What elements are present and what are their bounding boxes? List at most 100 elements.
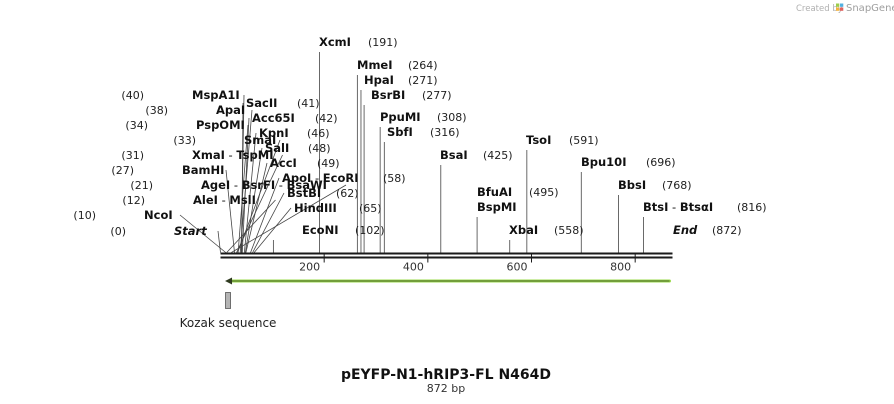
enzyme-site-xmai[interactable]: (31) XmaI - TspMI — [121, 148, 273, 162]
enzyme-label-hpai[interactable]: HpaI — [364, 73, 394, 87]
enzyme-label-xbai[interactable]: XbaI — [509, 223, 538, 237]
enzyme-label-apoi-ecori[interactable]: ApoI - EcoRI — [282, 171, 359, 185]
enzyme-label-tsoi[interactable]: TsoI — [526, 133, 551, 147]
enzyme-name[interactable]: MslI — [229, 193, 256, 207]
enzyme-label-apai[interactable]: ApaI — [216, 103, 245, 117]
enzyme-site-apai[interactable]: (38) ApaI — [145, 103, 245, 117]
enzyme-label-acc65i[interactable]: Acc65I — [252, 111, 295, 125]
enzyme-name[interactable]: BsaI — [440, 148, 468, 162]
enzyme-name[interactable]: SalI — [265, 141, 289, 155]
enzyme-site-mspa1i[interactable]: (40) MspA1I — [121, 88, 239, 102]
enzyme-label-sbfi[interactable]: SbfI — [387, 125, 413, 139]
enzyme-site-econi[interactable]: EcoNI (102) — [302, 223, 385, 237]
enzyme-name[interactable]: HpaI — [364, 73, 394, 87]
enzyme-site-bstbi[interactable]: BstBI (62) — [287, 186, 359, 200]
enzyme-name[interactable]: BsrBI — [371, 88, 405, 102]
enzyme-label-econi[interactable]: EcoNI — [302, 223, 338, 237]
enzyme-name[interactable]: Acc65I — [252, 111, 295, 125]
enzyme-name[interactable]: MspA1I — [192, 88, 240, 102]
enzyme-name[interactable]: TspMI — [236, 148, 273, 162]
enzyme-name[interactable]: EcoRI — [323, 171, 359, 185]
enzyme-name[interactable]: KpnI — [259, 126, 289, 140]
enzyme-site-bamhi[interactable]: (27) BamHI — [111, 163, 224, 177]
enzyme-name[interactable]: NcoI — [144, 208, 173, 222]
enzyme-name[interactable]: PpuMI — [380, 110, 421, 124]
enzyme-name[interactable]: BspMI — [477, 200, 517, 214]
enzyme-site-btsi[interactable]: BtsI - BtsαI (816) — [643, 200, 767, 214]
enzyme-name[interactable]: Start — [174, 224, 207, 238]
enzyme-label-bfuai[interactable]: BfuAI — [477, 185, 512, 199]
enzyme-site-smai[interactable]: (33) SmaI — [173, 133, 276, 147]
enzyme-name[interactable]: AccI — [270, 156, 297, 170]
enzyme-site-start[interactable]: (0) Start — [110, 224, 207, 238]
enzyme-label-pspomi[interactable]: PspOMI — [196, 118, 245, 132]
enzyme-name[interactable]: BtsαI — [680, 200, 713, 214]
enzyme-site-xcmi[interactable]: XcmI (191) — [319, 35, 398, 49]
enzyme-name[interactable]: Bpu10I — [581, 155, 626, 169]
enzyme-labels[interactable]: (0) Start (10) NcoI(12) AleI - MslI (21) AgeI … — [73, 35, 766, 238]
enzyme-site-mmei[interactable]: MmeI (264) — [357, 58, 438, 72]
enzyme-name[interactable]: SmaI — [244, 133, 276, 147]
enzyme-name[interactable]: BstBI — [287, 186, 321, 200]
enzyme-label-bbsi[interactable]: BbsI — [618, 178, 646, 192]
enzyme-name[interactable]: AleI — [193, 193, 218, 207]
enzyme-name[interactable]: HindIII — [294, 201, 337, 215]
enzyme-label-smai[interactable]: SmaI — [244, 133, 276, 147]
enzyme-label-mmei[interactable]: MmeI — [357, 58, 393, 72]
enzyme-name[interactable]: SacII — [246, 96, 277, 110]
enzyme-site-pspomi[interactable]: (34) PspOMI — [125, 118, 244, 132]
enzyme-site-bbsi[interactable]: BbsI (768) — [618, 178, 692, 192]
enzyme-label-agei-bsrfi-bsawi[interactable]: AgeI - BsrFI - BsaWI — [201, 178, 327, 192]
enzyme-site-acc65i[interactable]: Acc65I (42) — [252, 111, 338, 125]
enzyme-name[interactable]: TsoI — [526, 133, 551, 147]
enzyme-label-xmai-tspmi[interactable]: XmaI - TspMI — [192, 148, 273, 162]
enzyme-site-bpu10i[interactable]: Bpu10I (696) — [581, 155, 676, 169]
enzyme-name[interactable]: ApoI — [282, 171, 311, 185]
enzyme-site-sali[interactable]: SalI (48) — [265, 141, 331, 155]
enzyme-label-end[interactable]: End — [673, 223, 698, 237]
enzyme-name[interactable]: PspOMI — [196, 118, 245, 132]
enzyme-name[interactable]: BfuAI — [477, 185, 512, 199]
enzyme-site-bsrbi[interactable]: BsrBI (277) — [371, 88, 452, 102]
enzyme-label-sacii[interactable]: SacII — [246, 96, 277, 110]
enzyme-label-xcmi[interactable]: XcmI — [319, 35, 351, 49]
enzyme-name[interactable]: BamHI — [182, 163, 224, 177]
enzyme-site-acci[interactable]: AccI (49) — [270, 156, 340, 170]
enzyme-site-sbfi[interactable]: SbfI (316) — [387, 125, 460, 139]
enzyme-label-bsai[interactable]: BsaI — [440, 148, 468, 162]
enzyme-label-alei-msli[interactable]: AleI - MslI — [193, 193, 256, 207]
enzyme-label-bsrbi[interactable]: BsrBI — [371, 88, 405, 102]
enzyme-label-bamhi[interactable]: BamHI — [182, 163, 224, 177]
enzyme-label-bpu10i[interactable]: Bpu10I — [581, 155, 626, 169]
enzyme-label-acci[interactable]: AccI — [270, 156, 297, 170]
enzyme-label-ncoi[interactable]: NcoI — [144, 208, 173, 222]
enzyme-label-bspmi[interactable]: BspMI — [477, 200, 517, 214]
enzyme-name[interactable]: SbfI — [387, 125, 413, 139]
enzyme-site-hindiii[interactable]: HindIII (65) — [294, 201, 382, 215]
enzyme-name[interactable]: ApaI — [216, 103, 245, 117]
enzyme-label-bstbi[interactable]: BstBI — [287, 186, 321, 200]
enzyme-site-end[interactable]: End (872) — [673, 223, 742, 237]
enzyme-label-btsi-bts-i[interactable]: BtsI - BtsαI — [643, 200, 713, 214]
enzyme-site-xbai[interactable]: XbaI (558) — [509, 223, 584, 237]
enzyme-label-start[interactable]: Start — [174, 224, 207, 238]
enzyme-site-ncoi[interactable]: (10) NcoI — [73, 208, 172, 222]
enzyme-name[interactable]: End — [673, 223, 698, 237]
enzyme-label-hindiii[interactable]: HindIII — [294, 201, 337, 215]
enzyme-site-bsai[interactable]: BsaI (425) — [440, 148, 513, 162]
enzyme-site-kpni[interactable]: KpnI (46) — [259, 126, 330, 140]
enzyme-name[interactable]: MmeI — [357, 58, 393, 72]
enzyme-site-alei[interactable]: (12) AleI - MslI — [122, 193, 256, 207]
enzyme-site-ppumi[interactable]: PpuMI (308) — [380, 110, 467, 124]
enzyme-site-apoi[interactable]: ApoI - EcoRI (58) — [282, 171, 406, 185]
enzyme-name[interactable]: AgeI — [201, 178, 230, 192]
enzyme-name[interactable]: BbsI — [618, 178, 646, 192]
enzyme-site-sacii[interactable]: SacII (41) — [246, 96, 320, 110]
enzyme-site-agei[interactable]: (21) AgeI - BsrFI - BsaWI — [130, 178, 327, 192]
enzyme-label-kpni[interactable]: KpnI — [259, 126, 289, 140]
enzyme-name[interactable]: XcmI — [319, 35, 351, 49]
enzyme-label-sali[interactable]: SalI — [265, 141, 289, 155]
enzyme-label-mspa1i[interactable]: MspA1I — [192, 88, 240, 102]
enzyme-site-hpai[interactable]: HpaI (271) — [364, 73, 438, 87]
